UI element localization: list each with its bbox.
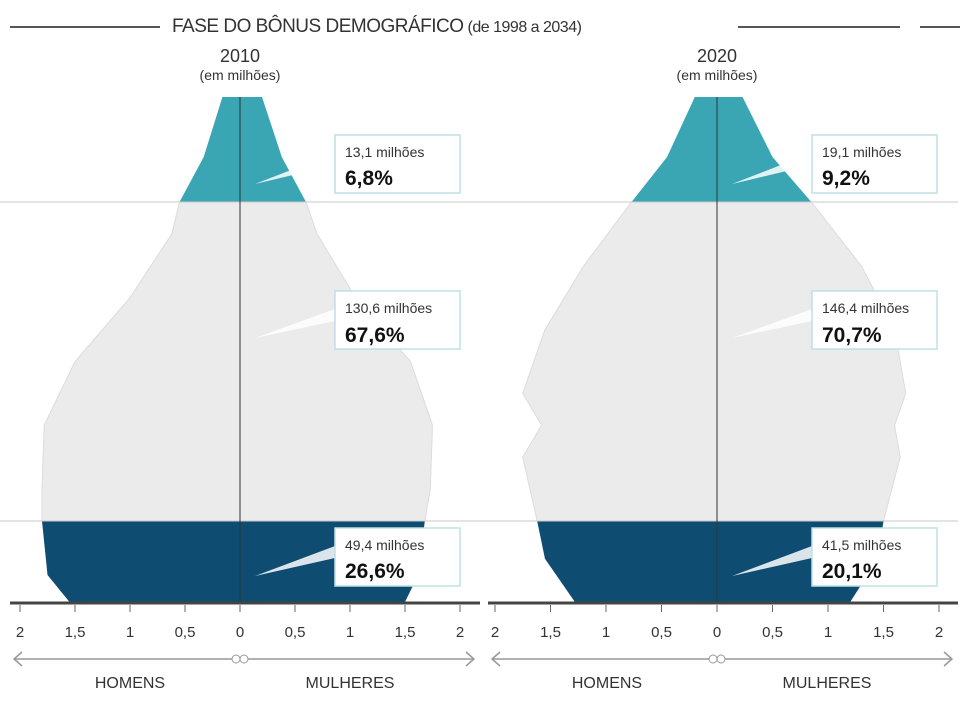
callout-pointer — [255, 546, 335, 576]
x-tick-label: 2 — [935, 624, 943, 641]
women-label: MULHERES — [783, 675, 872, 692]
millions-label: 13,1 milhões — [345, 144, 424, 160]
percent-label: 70,7% — [822, 324, 882, 347]
callout-box — [811, 290, 938, 350]
callout-pointer — [732, 153, 812, 184]
callout-elderly: 19,1 milhões 9,2% — [732, 134, 938, 194]
band-young — [537, 521, 884, 602]
arrow-right-icon — [465, 651, 476, 667]
percent-label: 20,1% — [822, 560, 882, 583]
x-tick-label: 0 — [236, 624, 244, 641]
callout-working: 130,6 milhões 67,6% — [255, 290, 461, 350]
callout-working: 146,4 milhões 70,7% — [732, 290, 938, 350]
callout-box — [334, 527, 461, 587]
callout-box — [334, 134, 461, 194]
band-elderly — [179, 97, 306, 202]
x-tick-label: 2 — [491, 624, 499, 641]
callout-box — [811, 527, 938, 587]
x-tick-label: 0 — [713, 624, 721, 641]
chart-title: FASE DO BÔNUS DEMOGRÁFICO (de 1998 a 2034… — [172, 15, 582, 37]
millions-label: 49,4 milhões — [345, 537, 424, 553]
x-tick-label: 1 — [602, 624, 610, 641]
men-label: HOMENS — [95, 675, 165, 692]
x-tick-label: 1,5 — [395, 624, 416, 641]
percent-label: 26,6% — [345, 560, 405, 583]
band-working — [522, 201, 907, 522]
callout-elderly: 13,1 milhões 6,8% — [255, 134, 461, 194]
center-ring-icon — [716, 654, 726, 664]
millions-label: 146,4 milhões — [822, 300, 909, 316]
year-label: 2010 — [220, 46, 260, 66]
x-tick-label: 1 — [126, 624, 134, 641]
callout-box — [811, 134, 938, 194]
center-ring-icon — [239, 654, 249, 664]
x-tick-label: 1,5 — [873, 624, 894, 641]
callout-pointer — [732, 546, 812, 576]
band-elderly — [631, 97, 812, 202]
unit-label: (em milhões) — [200, 67, 281, 83]
percent-label: 67,6% — [345, 324, 405, 347]
band-young — [42, 521, 425, 602]
arrow-left-icon — [12, 651, 23, 667]
x-tick-label: 1,5 — [65, 624, 86, 641]
x-tick-label: 1 — [346, 624, 354, 641]
millions-label: 130,6 milhões — [345, 300, 432, 316]
x-tick-label: 0,5 — [762, 624, 783, 641]
millions-label: 19,1 milhões — [822, 144, 901, 160]
callout-pointer — [255, 309, 335, 338]
x-tick-label: 0,5 — [285, 624, 306, 641]
percent-label: 9,2% — [822, 167, 870, 190]
callout-young: 41,5 milhões 20,1% — [732, 527, 938, 587]
men-label: HOMENS — [572, 675, 642, 692]
x-tick-label: 1,5 — [540, 624, 561, 641]
pyramid-2020: 2020(em milhões) 19,1 milhões 9,2% 146,4 mi… — [478, 46, 958, 692]
arrow-left-icon — [490, 651, 501, 667]
band-working — [41, 201, 434, 522]
x-tick-label: 0,5 — [651, 624, 672, 641]
callout-box — [334, 290, 461, 350]
x-tick-label: 0,5 — [175, 624, 196, 641]
women-label: MULHERES — [306, 675, 395, 692]
x-tick-label: 2 — [16, 624, 24, 641]
year-label: 2020 — [697, 46, 737, 66]
callout-pointer — [732, 309, 812, 338]
arrow-right-icon — [943, 651, 954, 667]
callout-pointer — [255, 153, 335, 184]
pyramid-2010: 2010(em milhões) 13,1 milhões 6,8% 130,6 mi… — [0, 46, 480, 692]
center-ring-icon — [231, 654, 241, 664]
unit-label: (em milhões) — [677, 67, 758, 83]
callout-young: 49,4 milhões 26,6% — [255, 527, 461, 587]
center-ring-icon — [708, 654, 718, 664]
x-tick-label: 1 — [824, 624, 832, 641]
percent-label: 6,8% — [345, 167, 393, 190]
millions-label: 41,5 milhões — [822, 537, 901, 553]
x-tick-label: 2 — [456, 624, 464, 641]
